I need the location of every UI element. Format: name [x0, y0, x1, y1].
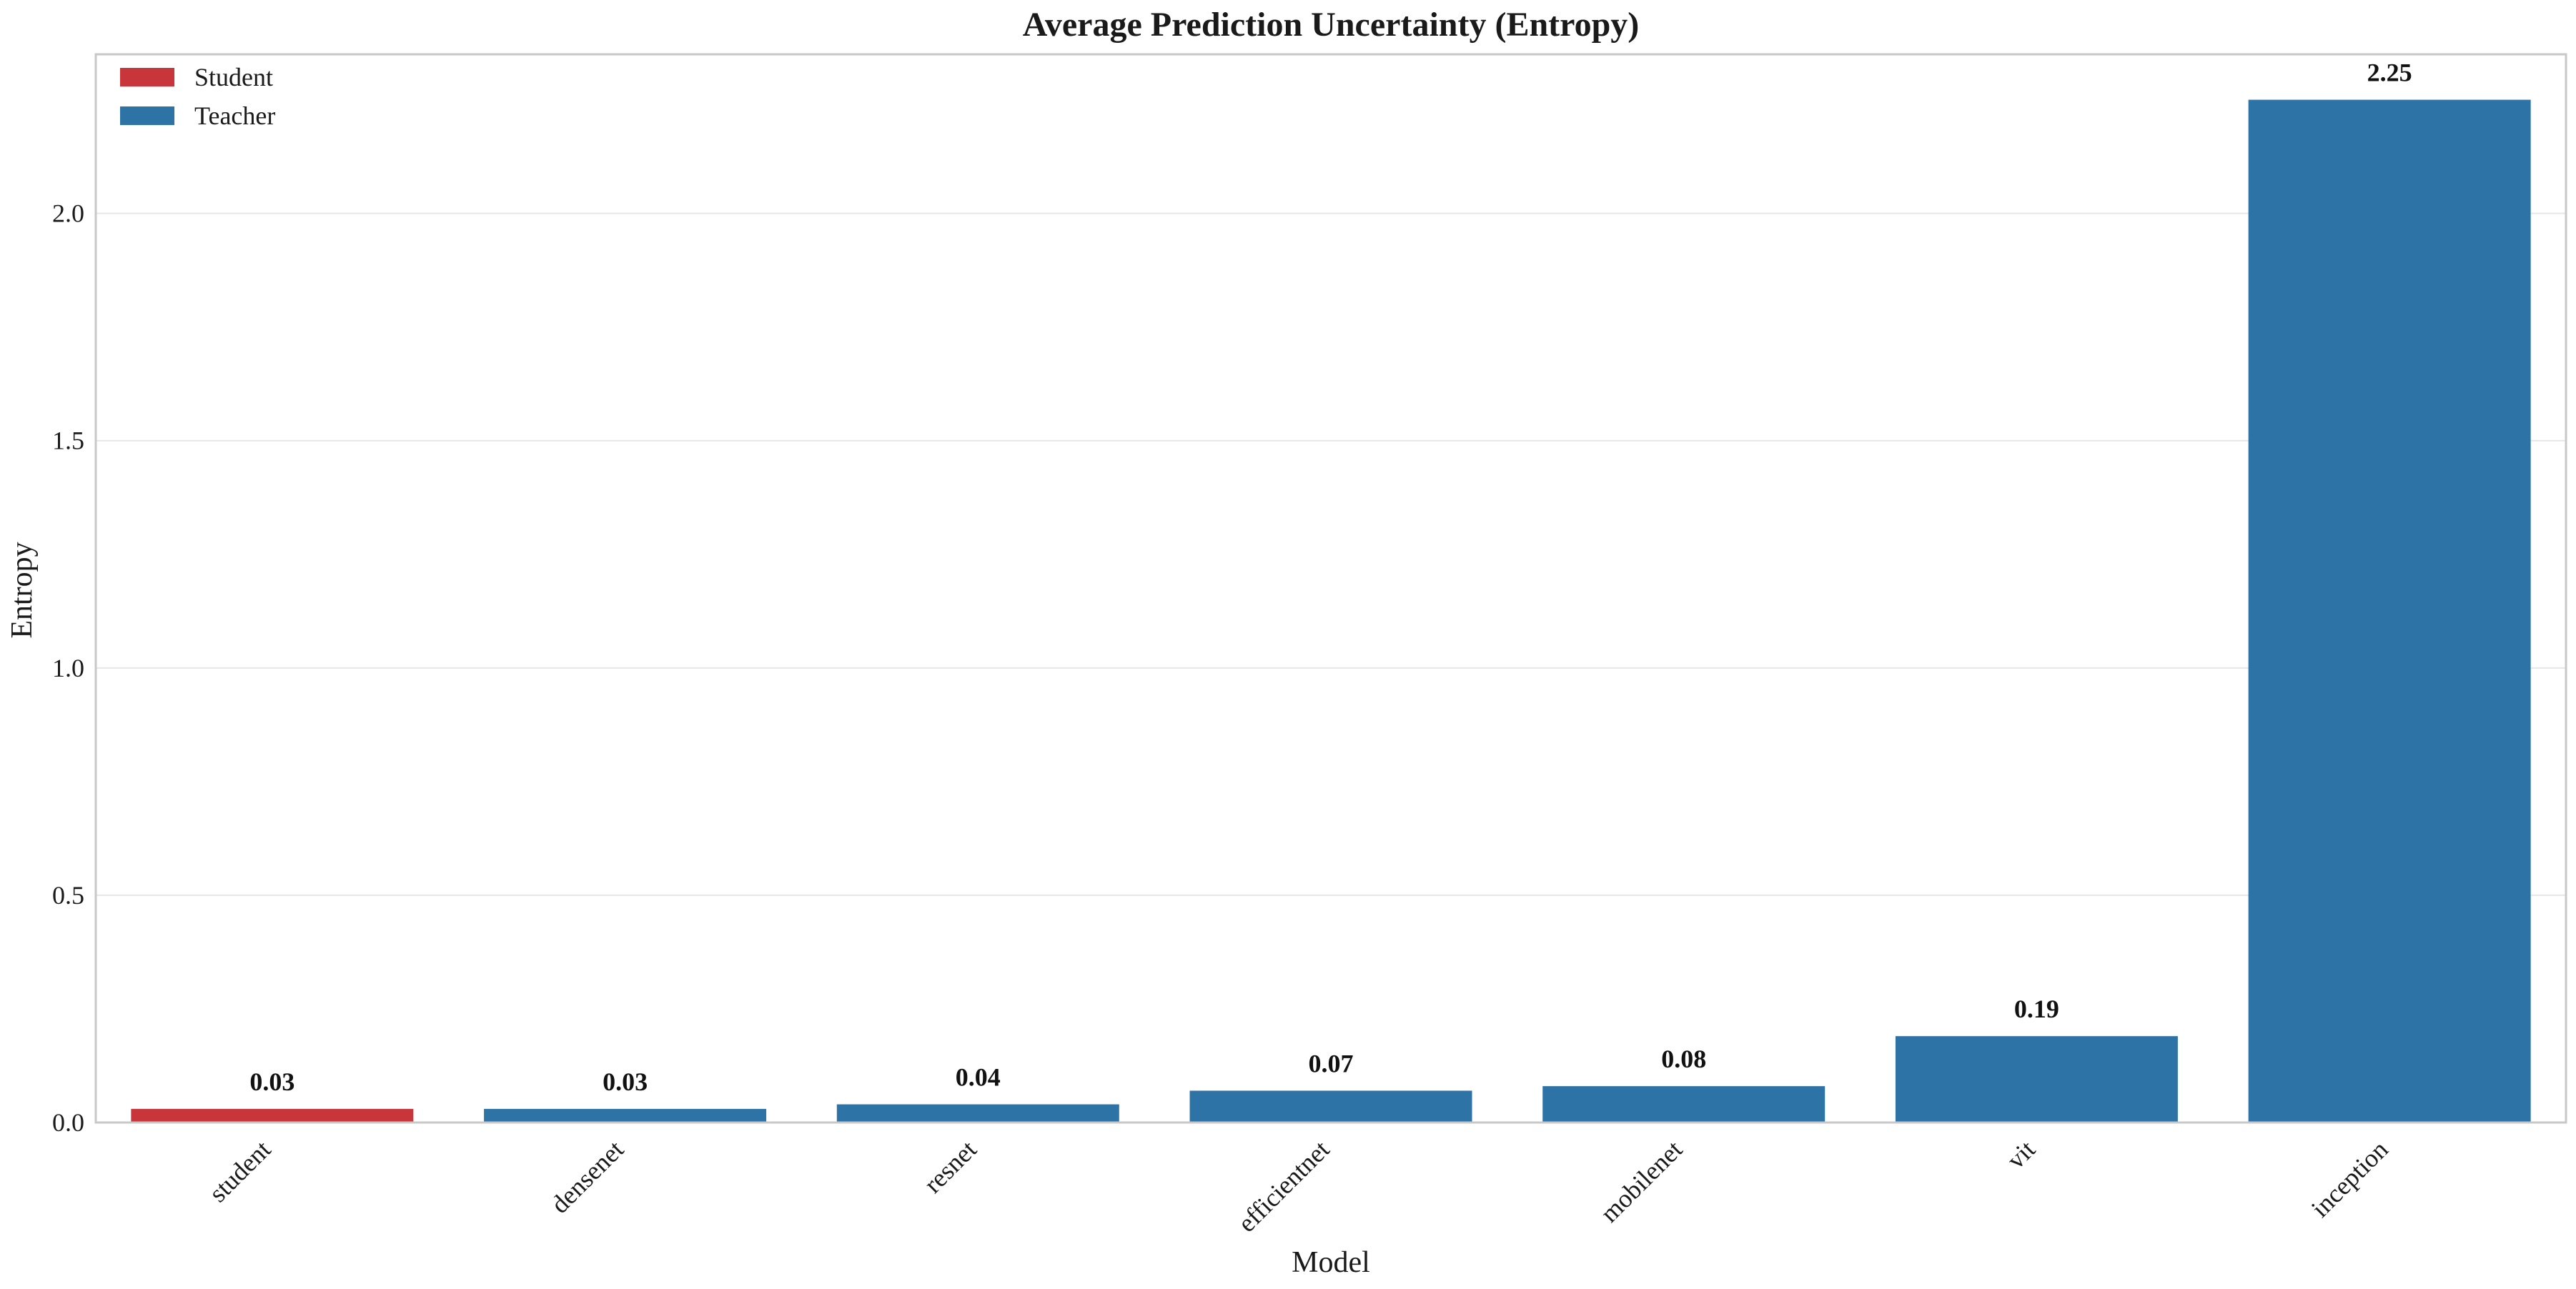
value-label: 0.03	[603, 1067, 648, 1096]
y-tick-label: 2.0	[52, 199, 84, 228]
x-axis-title: Model	[1292, 1246, 1370, 1279]
y-tick-label: 0.0	[52, 1108, 84, 1137]
bar-efficientnet	[1189, 1090, 1472, 1123]
bar-vit	[1895, 1036, 2178, 1123]
legend-label-student: Student	[194, 63, 273, 91]
plot-frame	[94, 53, 2567, 1124]
bar-mobilenet	[1542, 1086, 1826, 1123]
legend-label-teacher: Teacher	[194, 101, 275, 130]
bar-student	[131, 1108, 414, 1123]
value-label: 0.08	[1661, 1045, 1706, 1073]
legend: Student Teacher	[120, 63, 275, 130]
value-label: 0.19	[2014, 995, 2059, 1023]
value-label: 0.03	[249, 1067, 294, 1096]
value-labels: 0.03 0.03 0.04 0.07 0.08 0.19 2.25	[249, 59, 2412, 1096]
legend-swatch-student	[120, 68, 174, 86]
bar-densenet	[484, 1108, 767, 1123]
value-label: 0.07	[1309, 1049, 1354, 1078]
y-tick-label: 0.5	[52, 881, 84, 910]
value-label: 2.25	[2367, 59, 2412, 87]
bars	[131, 99, 2531, 1123]
chart-title: Average Prediction Uncertainty (Entropy)	[1023, 6, 1640, 44]
y-axis-ticks: 0.0 0.5 1.0 1.5 2.0	[52, 199, 84, 1137]
y-axis-title: Entropy	[6, 542, 39, 638]
y-tick-label: 1.5	[52, 427, 84, 455]
y-tick-label: 1.0	[52, 654, 84, 682]
bar-resnet	[836, 1104, 1119, 1123]
legend-swatch-teacher	[120, 106, 174, 125]
value-label: 0.04	[956, 1063, 1001, 1092]
bar-inception	[2248, 99, 2531, 1123]
